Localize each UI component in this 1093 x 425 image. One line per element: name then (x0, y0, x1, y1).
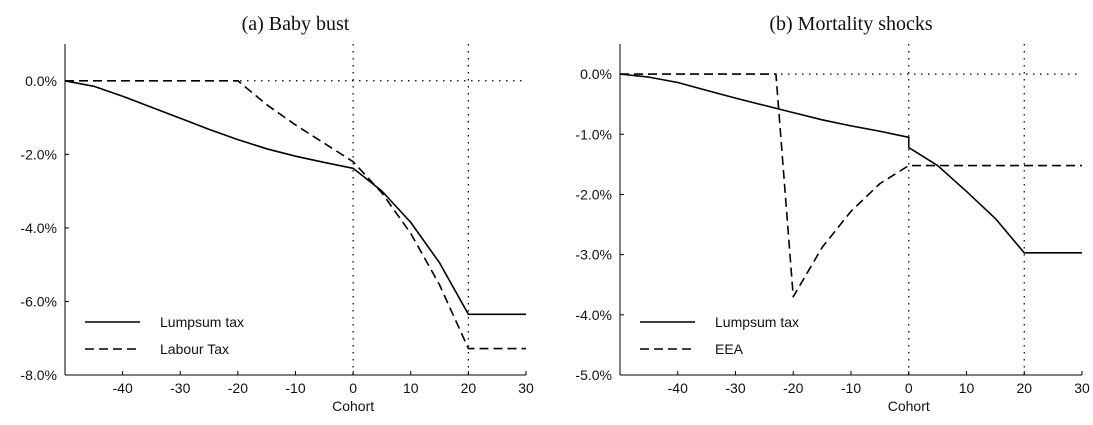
x-tick-label: 20 (461, 380, 477, 396)
panel-mortality-shocks: (b) Mortality shocks 0.0% -1.0% -2.0% -3.0% -… (575, 13, 1090, 414)
legend-label: Labour Tax (160, 341, 229, 357)
legend-label: Lumpsum tax (160, 314, 244, 330)
y-tick-label: -4.0% (20, 220, 57, 236)
y-tick-label: -6.0% (20, 293, 57, 309)
panel-baby-bust: (a) Baby bust 0.0% -2.0% -4.0% -6.0% -8.0% -40… (20, 13, 534, 414)
x-tick-label: -40 (113, 380, 133, 396)
y-tick-label: 0.0% (25, 73, 57, 89)
series-line-2 (65, 79, 526, 350)
x-tick-label: -10 (841, 380, 861, 396)
series-line-1 (64, 79, 526, 316)
y-tick-label: -5.0% (575, 367, 612, 383)
series-line-1 (619, 73, 1082, 254)
y-tick-label: -2.0% (575, 186, 612, 202)
chart-title: (a) Baby bust (242, 13, 350, 35)
x-tick-label: 0 (905, 380, 913, 396)
x-tick-label: 30 (1074, 380, 1090, 396)
x-tick-label: -20 (783, 380, 803, 396)
y-tick-label: -3.0% (575, 247, 612, 263)
legend-label: Lumpsum tax (715, 314, 799, 330)
y-tick-label: -4.0% (575, 307, 612, 323)
x-axis-label: Cohort (888, 398, 930, 414)
x-tick-label: 10 (403, 380, 419, 396)
x-tick-label: -40 (668, 380, 688, 396)
x-tick-label: 0 (349, 380, 357, 396)
x-tick-label: -30 (725, 380, 745, 396)
x-tick-label: -30 (170, 380, 190, 396)
y-tick-label: -2.0% (20, 146, 57, 162)
x-tick-label: -10 (285, 380, 305, 396)
legend-label: EEA (715, 341, 744, 357)
x-tick-label: 10 (959, 380, 975, 396)
x-tick-label: 20 (1016, 380, 1032, 396)
series-line-2 (620, 73, 1082, 298)
y-tick-label: -1.0% (575, 126, 612, 142)
chart-title: (b) Mortality shocks (769, 13, 933, 35)
y-tick-label: 0.0% (580, 66, 612, 82)
x-axis-label: Cohort (332, 398, 374, 414)
x-tick-label: -20 (228, 380, 248, 396)
y-tick-label: -8.0% (20, 367, 57, 383)
x-tick-label: 30 (518, 380, 534, 396)
